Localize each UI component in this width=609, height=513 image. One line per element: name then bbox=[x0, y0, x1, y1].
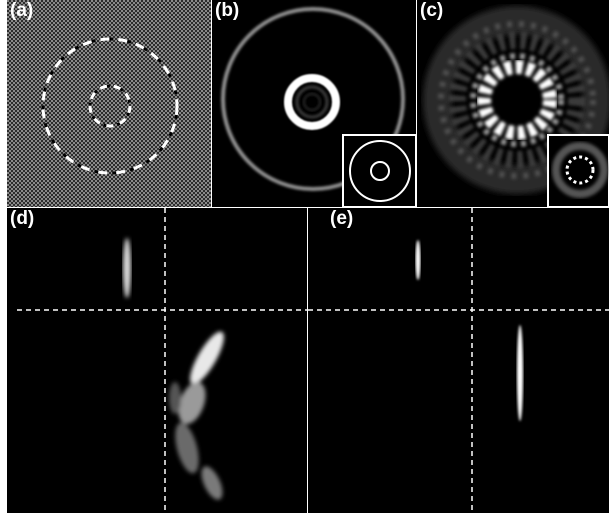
panel-a-inner-ring-shadow bbox=[88, 84, 132, 128]
panel-d-main-spot bbox=[169, 331, 224, 500]
panel-b-label: (b) bbox=[215, 0, 240, 21]
panel-c-inset bbox=[547, 134, 609, 207]
panel-a-mask bbox=[7, 0, 211, 207]
panel-e-sections bbox=[308, 208, 609, 513]
panel-c-intensity bbox=[417, 0, 609, 207]
panel-a: (a) bbox=[7, 0, 211, 207]
panel-a-inner-ring bbox=[88, 84, 132, 128]
panel-d-sections bbox=[7, 208, 307, 513]
panel-b: (b) bbox=[212, 0, 416, 207]
panel-d-side-spot bbox=[123, 238, 131, 298]
panel-e: (e) bbox=[308, 208, 609, 513]
panel-a-label: (a) bbox=[10, 0, 34, 21]
panel-b-outer-ring bbox=[221, 7, 405, 191]
panel-c-label: (c) bbox=[420, 0, 444, 21]
panel-b-inset bbox=[342, 134, 416, 207]
panel-e-label: (e) bbox=[330, 208, 354, 229]
panel-a-outer-ring-shadow bbox=[41, 37, 179, 175]
panel-d-label: (d) bbox=[10, 208, 35, 229]
panel-b-intensity bbox=[212, 0, 416, 207]
panel-c: (c) bbox=[417, 0, 609, 207]
panel-d: (d) bbox=[7, 208, 307, 513]
panel-c-main-ring bbox=[477, 60, 557, 140]
panel-b-inner-ring bbox=[284, 74, 340, 130]
panel-e-side-spot bbox=[415, 240, 421, 280]
panel-e-main-spot bbox=[517, 325, 523, 421]
